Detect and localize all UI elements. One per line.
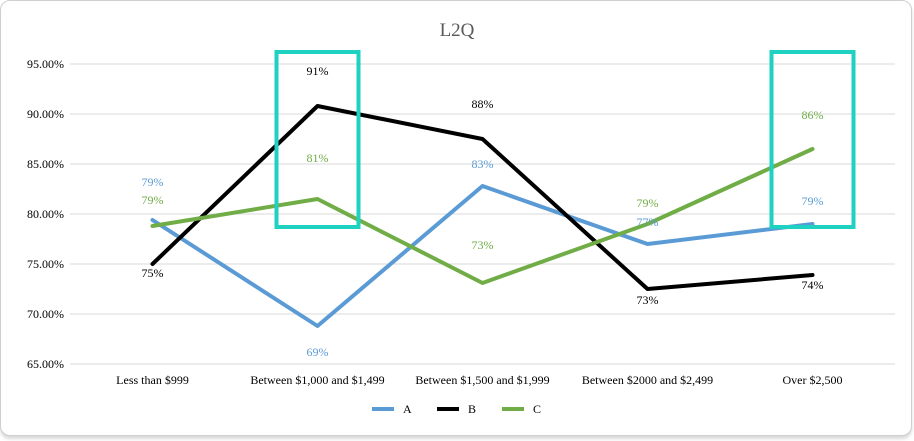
highlight-box xyxy=(274,50,361,229)
data-label-c: 86% xyxy=(802,108,824,122)
data-label-c: 73% xyxy=(472,238,494,252)
gridlines xyxy=(70,63,895,365)
data-label-b: 88% xyxy=(472,97,494,111)
data-label-b: 75% xyxy=(142,266,164,280)
y-tick-label: 90.00% xyxy=(27,107,64,121)
x-tick-label: Less than $999 xyxy=(116,373,189,387)
highlight-boxes xyxy=(274,50,856,229)
data-label-a: 79% xyxy=(142,175,164,189)
data-label-b: 91% xyxy=(307,64,329,78)
series-line-c xyxy=(150,147,815,285)
data-labels: 79% 69% 83% 77% 79% 75% 91% 88% 73% 74% 79% 81% 73% 7… xyxy=(142,64,824,359)
y-tick-label: 65.00% xyxy=(27,357,64,371)
x-tick-label: Between $1,500 and $1,999 xyxy=(415,373,549,387)
y-axis-ticks: 95.00% 90.00% 85.00% 80.00% 75.00% 70.00% 65.0… xyxy=(27,57,64,371)
legend-label-a: A xyxy=(403,402,412,416)
data-label-c: 79% xyxy=(142,193,164,207)
series-lines xyxy=(150,104,815,328)
legend: A B C xyxy=(372,402,541,416)
highlight-box xyxy=(769,50,856,229)
legend-label-c: C xyxy=(533,402,541,416)
x-axis-ticks: Less than $999 Between $1,000 and $1,499 B… xyxy=(116,373,842,387)
data-label-b: 74% xyxy=(802,278,824,292)
y-tick-label: 85.00% xyxy=(27,157,64,171)
data-label-a: 79% xyxy=(802,194,824,208)
data-label-a: 77% xyxy=(637,215,659,229)
y-tick-label: 95.00% xyxy=(27,57,64,71)
legend-label-b: B xyxy=(468,402,476,416)
data-label-c: 81% xyxy=(307,151,329,165)
data-label-b: 73% xyxy=(637,293,659,307)
y-tick-label: 70.00% xyxy=(27,307,64,321)
series-line-a xyxy=(150,184,815,328)
series-line-b xyxy=(150,104,815,291)
data-label-c: 79% xyxy=(637,196,659,210)
data-label-a: 83% xyxy=(472,157,494,171)
x-tick-label: Between $1,000 and $1,499 xyxy=(250,373,384,387)
x-tick-label: Over $2,500 xyxy=(783,373,843,387)
data-label-a: 69% xyxy=(307,345,329,359)
y-tick-label: 75.00% xyxy=(27,257,64,271)
x-tick-label: Between $2000 and $2,499 xyxy=(582,373,713,387)
chart-title: L2Q xyxy=(440,20,475,41)
y-tick-label: 80.00% xyxy=(27,207,64,221)
